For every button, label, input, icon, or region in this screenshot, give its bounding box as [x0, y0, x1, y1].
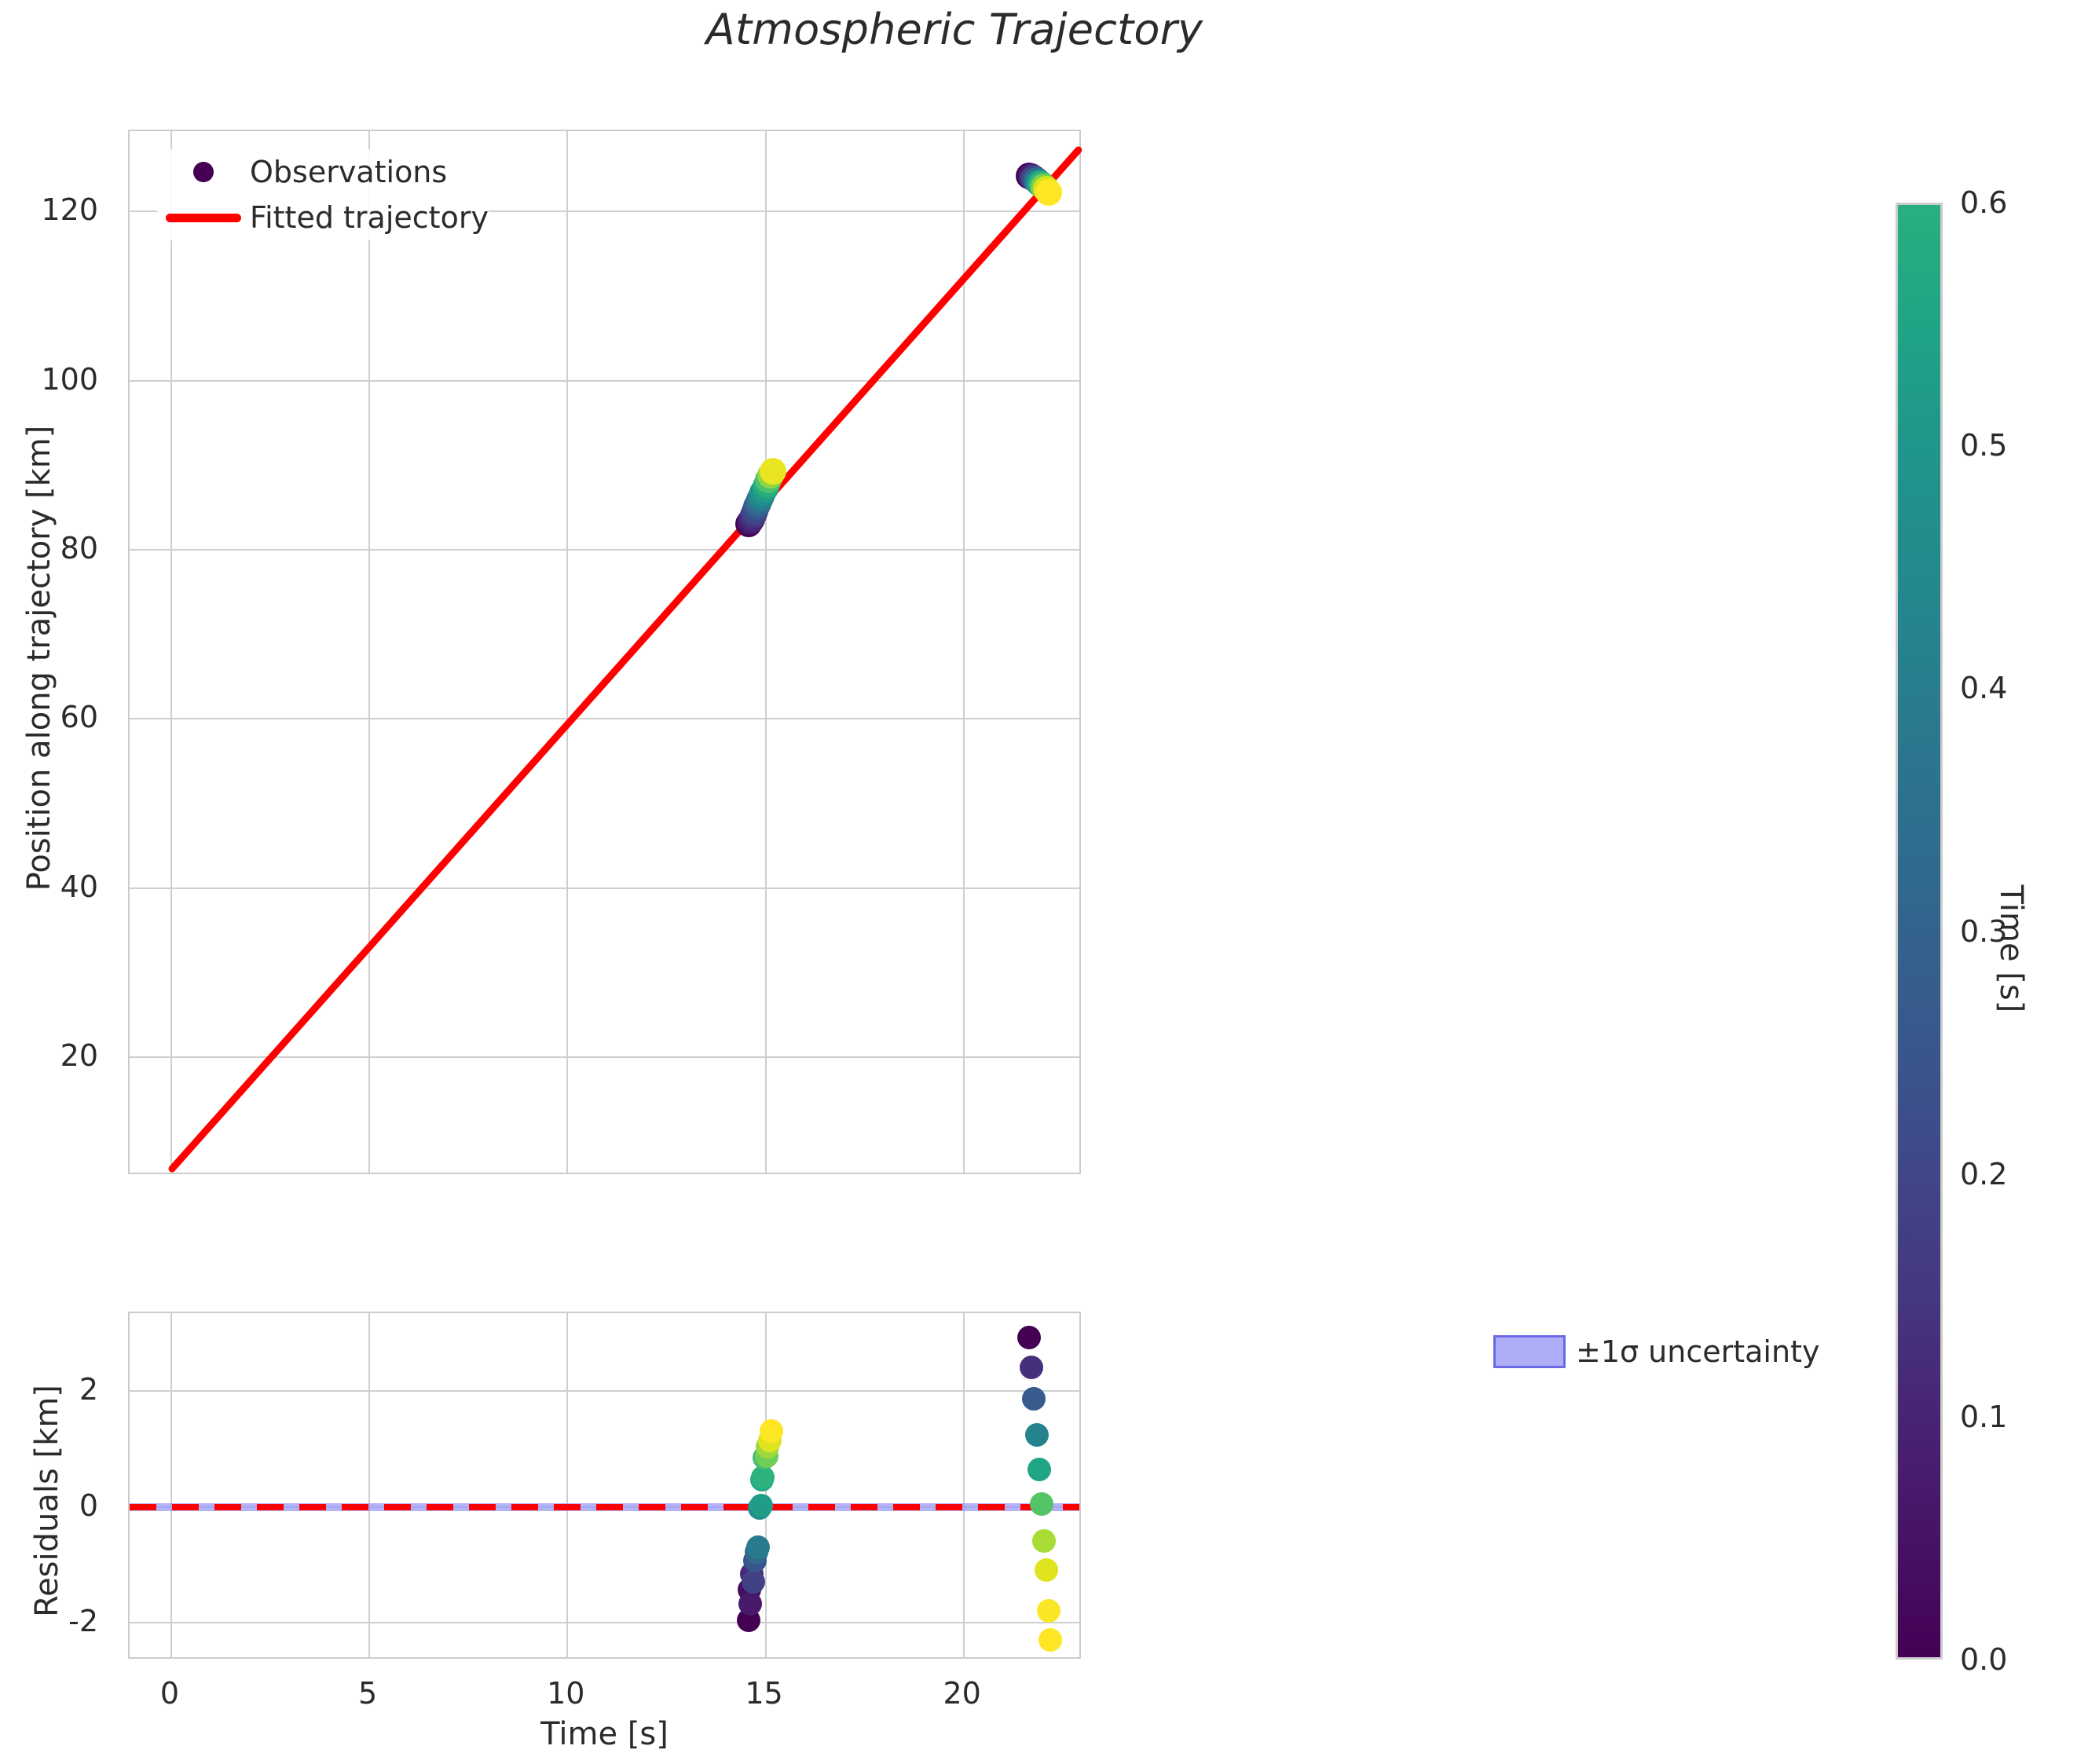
- gridline-horizontal: [130, 1390, 1079, 1393]
- residual-zero-line: [130, 1503, 1079, 1510]
- trajectory-plot-area: [128, 130, 1081, 1174]
- gridline-vertical: [368, 1313, 371, 1657]
- residual-point: [1029, 1492, 1053, 1517]
- legend-key: [157, 213, 250, 222]
- x-tick-label: 5: [358, 1676, 378, 1711]
- y-tick-label: -2: [68, 1604, 98, 1639]
- x-tick-label: 15: [745, 1676, 783, 1711]
- colorbar-tick-label: 0.1: [1960, 1399, 2008, 1434]
- legend-key: [157, 162, 250, 182]
- gridline-horizontal: [130, 1622, 1079, 1624]
- residual-point: [742, 1570, 766, 1594]
- y-tick-label: 80: [60, 531, 98, 566]
- y-tick-label: 40: [60, 869, 98, 904]
- legend-label: Fitted trajectory: [250, 200, 489, 235]
- legend-label: Observations: [250, 155, 448, 189]
- colorbar-tick-label: 0.4: [1960, 671, 2008, 706]
- observation-point: [759, 458, 786, 485]
- gridline-horizontal: [130, 1056, 1079, 1059]
- residual-point: [749, 1493, 774, 1517]
- gridline-vertical: [170, 131, 172, 1173]
- residuals-plot-area: [128, 1312, 1081, 1659]
- gridline-horizontal: [130, 379, 1079, 382]
- gridline-vertical: [962, 1313, 965, 1657]
- residual-point: [1022, 1386, 1046, 1411]
- gridline-vertical: [566, 1313, 569, 1657]
- colorbar[interactable]: [1896, 203, 1943, 1660]
- colorbar-tick-label: 0.5: [1960, 428, 2008, 463]
- residual-point: [738, 1592, 763, 1616]
- residual-point: [1024, 1422, 1049, 1447]
- colorbar-label: Time [s]: [1993, 884, 2029, 1013]
- gridline-vertical: [566, 131, 569, 1173]
- page-title: Atmospheric Trajectory: [705, 5, 1203, 54]
- residual-point: [746, 1535, 771, 1559]
- gridline-horizontal: [130, 718, 1079, 720]
- residual-point: [1038, 1627, 1062, 1652]
- trajectory-legend: Observations Fitted trajectory: [157, 149, 489, 240]
- residuals-legend: ±1σ uncertainty: [1483, 1329, 1820, 1374]
- residual-point: [1017, 1326, 1042, 1350]
- colorbar-tick-label: 0.2: [1960, 1156, 2008, 1191]
- gridline-vertical: [764, 131, 767, 1173]
- gridline-horizontal: [130, 887, 1079, 889]
- gridline-vertical: [368, 131, 371, 1173]
- gridline-horizontal: [130, 549, 1079, 551]
- observation-point: [1035, 178, 1062, 206]
- colorbar-tick-label: 0.3: [1960, 913, 2008, 949]
- y-tick-label: 100: [41, 361, 98, 397]
- y-tick-label: 2: [79, 1372, 98, 1407]
- colorbar-tick-label: 0.0: [1960, 1642, 2008, 1677]
- legend-key: [1483, 1335, 1576, 1368]
- legend-label: ±1σ uncertainty: [1576, 1334, 1820, 1369]
- colorbar-tick-label: 0.6: [1960, 185, 2008, 220]
- y-tick-label: 0: [79, 1488, 98, 1523]
- residual-point: [751, 1466, 775, 1490]
- residual-point: [1031, 1529, 1056, 1554]
- legend-item[interactable]: Fitted trajectory: [157, 195, 489, 240]
- x-tick-label: 20: [943, 1676, 981, 1711]
- x-tick-label: 0: [159, 1676, 180, 1711]
- gridline-horizontal: [130, 210, 1079, 213]
- residual-point: [1027, 1458, 1051, 1482]
- y-tick-label: 120: [41, 192, 98, 228]
- x-tick-label: 10: [547, 1676, 585, 1711]
- residual-point: [1020, 1356, 1044, 1380]
- legend-item[interactable]: Observations: [157, 149, 489, 195]
- y-tick-label: 60: [60, 700, 98, 735]
- legend-marker-line-icon: [166, 213, 241, 222]
- legend-item[interactable]: ±1σ uncertainty: [1483, 1329, 1819, 1374]
- legend-marker-dot-icon: [193, 162, 214, 182]
- gridline-vertical: [170, 1313, 172, 1657]
- residual-point: [759, 1419, 783, 1444]
- gridline-vertical: [962, 131, 965, 1173]
- legend-marker-patch-icon: [1493, 1335, 1566, 1368]
- residual-point: [1034, 1558, 1058, 1583]
- residuals-xlabel: Time [s]: [540, 1716, 669, 1752]
- residual-point: [1036, 1598, 1060, 1623]
- y-tick-label: 20: [60, 1038, 98, 1074]
